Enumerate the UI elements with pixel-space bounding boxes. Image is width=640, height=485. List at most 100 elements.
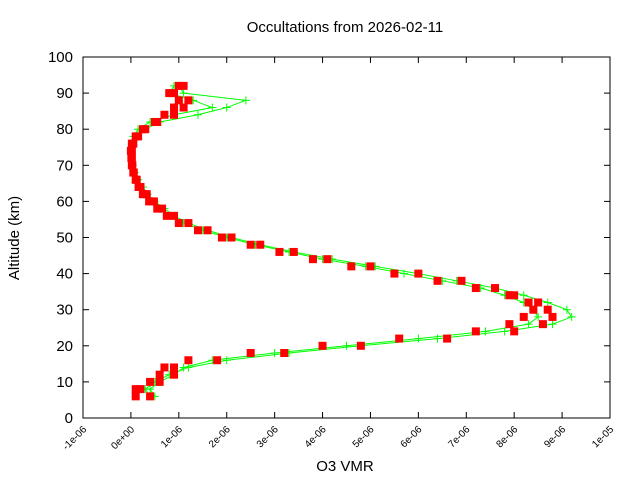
- data-point-square: [170, 370, 179, 379]
- data-point-square: [174, 96, 183, 105]
- data-point-square: [141, 125, 150, 134]
- data-point-square: [158, 204, 167, 213]
- x-tick-label: 9e-06: [542, 424, 568, 450]
- data-point-square: [543, 305, 552, 314]
- data-point-plus: [414, 334, 423, 343]
- series-1: [127, 81, 543, 401]
- data-point-square: [142, 190, 151, 199]
- data-point-square: [510, 327, 519, 336]
- x-tick-label: 0e+00: [109, 424, 137, 452]
- data-point-square: [145, 197, 154, 206]
- data-point-square: [505, 291, 514, 300]
- data-point-plus: [567, 312, 576, 321]
- data-point-square: [491, 284, 500, 293]
- data-point-square: [217, 233, 226, 242]
- data-point-square: [280, 349, 289, 358]
- data-point-square: [131, 392, 140, 401]
- data-point-square: [347, 262, 356, 271]
- data-point-square: [170, 211, 179, 220]
- data-point-plus: [222, 356, 231, 365]
- data-point-plus: [500, 327, 509, 336]
- data-point-square: [184, 219, 193, 228]
- data-point-square: [132, 175, 141, 184]
- data-point-square: [179, 81, 188, 90]
- data-point-plus: [146, 385, 155, 394]
- data-point-square: [443, 334, 452, 343]
- data-point-square: [165, 89, 174, 98]
- series-line: [131, 85, 573, 397]
- y-tick-label: 40: [56, 266, 73, 283]
- data-point-square: [134, 132, 143, 141]
- data-point-square: [153, 117, 162, 126]
- data-point-square: [457, 276, 466, 285]
- data-point-plus: [519, 291, 528, 300]
- data-point-square: [160, 110, 169, 119]
- data-point-square: [155, 377, 164, 386]
- data-point-plus: [342, 341, 351, 350]
- data-point-square: [519, 312, 528, 321]
- data-point-square: [433, 276, 442, 285]
- data-point-plus: [433, 334, 442, 343]
- series-2: [126, 81, 557, 401]
- data-point-plus: [270, 349, 279, 358]
- data-point-plus: [481, 327, 490, 336]
- y-tick-label: 90: [56, 85, 73, 102]
- x-tick-label: 2e-06: [207, 424, 233, 450]
- data-point-square: [131, 385, 140, 394]
- data-point-square: [193, 226, 202, 235]
- chart-title: Occultations from 2026-02-11: [247, 19, 444, 36]
- data-point-square: [160, 363, 169, 372]
- data-point-square: [203, 226, 212, 235]
- data-point-square: [318, 341, 327, 350]
- data-point-square: [256, 240, 265, 249]
- data-point-square: [471, 284, 480, 293]
- data-point-square: [184, 356, 193, 365]
- data-point-square: [170, 103, 179, 112]
- data-point-square: [155, 370, 164, 379]
- data-point-square: [246, 349, 255, 358]
- data-point-square: [184, 96, 193, 105]
- x-tick-label: 1e-06: [159, 424, 185, 450]
- data-point-square: [129, 168, 138, 177]
- y-axis-label: Altitude (km): [6, 196, 23, 280]
- x-tick-label: 6e-06: [399, 424, 425, 450]
- x-tick-label: -1e-06: [61, 424, 90, 453]
- data-point-square: [174, 81, 183, 90]
- data-point-square: [136, 182, 145, 191]
- y-tick-label: 0: [65, 410, 73, 427]
- data-point-square: [308, 255, 317, 264]
- data-point-plus: [241, 96, 250, 105]
- x-tick-label: 4e-06: [303, 424, 329, 450]
- data-point-plus: [543, 298, 552, 307]
- x-tick-label: 3e-06: [255, 424, 281, 450]
- data-point-square: [275, 247, 284, 256]
- data-layer: [126, 81, 576, 401]
- data-point-square: [529, 305, 538, 314]
- y-tick-label: 50: [56, 230, 73, 247]
- data-point-square: [149, 197, 158, 206]
- plot-frame: [82, 56, 611, 419]
- data-point-square: [170, 110, 179, 119]
- data-point-square: [538, 320, 547, 329]
- data-point-plus: [534, 312, 543, 321]
- data-point-square: [510, 291, 519, 300]
- data-point-plus: [222, 103, 231, 112]
- data-point-plus: [524, 320, 533, 329]
- y-tick-label: 100: [48, 49, 73, 66]
- data-point-square: [390, 269, 399, 278]
- data-point-square: [395, 334, 404, 343]
- series-3: [127, 81, 543, 401]
- data-point-square: [127, 154, 136, 163]
- x-axis-label: O3 VMR: [316, 458, 374, 475]
- y-tick-label: 60: [56, 193, 73, 210]
- data-point-square: [534, 298, 543, 307]
- data-point-square: [289, 247, 298, 256]
- data-point-square: [524, 298, 533, 307]
- data-point-plus: [562, 305, 571, 314]
- data-point-square: [471, 327, 480, 336]
- data-point-square: [170, 363, 179, 372]
- data-point-square: [127, 146, 136, 155]
- data-point-plus: [399, 269, 408, 278]
- data-point-plus: [548, 320, 557, 329]
